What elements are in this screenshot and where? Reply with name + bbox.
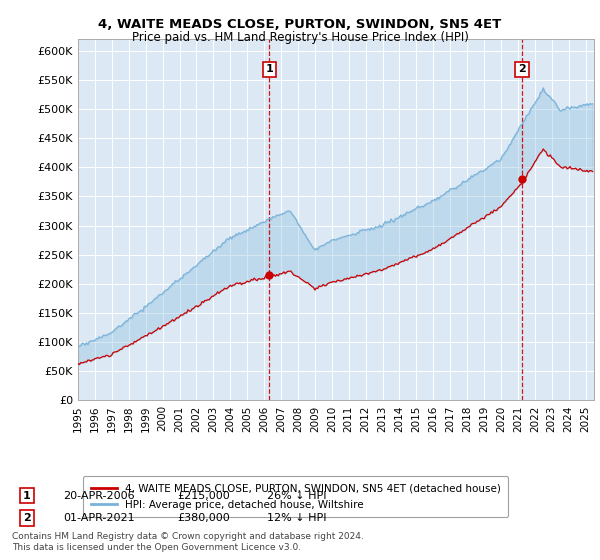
Text: 2: 2 [518,64,526,74]
Legend: 4, WAITE MEADS CLOSE, PURTON, SWINDON, SN5 4ET (detached house), HPI: Average pr: 4, WAITE MEADS CLOSE, PURTON, SWINDON, S… [83,476,508,517]
Text: 26% ↓ HPI: 26% ↓ HPI [267,491,326,501]
Text: Contains HM Land Registry data © Crown copyright and database right 2024.
This d: Contains HM Land Registry data © Crown c… [12,532,364,552]
Text: Price paid vs. HM Land Registry's House Price Index (HPI): Price paid vs. HM Land Registry's House … [131,31,469,44]
Text: 20-APR-2006: 20-APR-2006 [63,491,134,501]
Text: 12% ↓ HPI: 12% ↓ HPI [267,513,326,523]
Text: £215,000: £215,000 [177,491,230,501]
Text: 01-APR-2021: 01-APR-2021 [63,513,134,523]
Text: £380,000: £380,000 [177,513,230,523]
Text: 2: 2 [23,513,31,523]
Text: 1: 1 [23,491,31,501]
Text: 1: 1 [265,64,273,74]
Text: 4, WAITE MEADS CLOSE, PURTON, SWINDON, SN5 4ET: 4, WAITE MEADS CLOSE, PURTON, SWINDON, S… [98,18,502,31]
